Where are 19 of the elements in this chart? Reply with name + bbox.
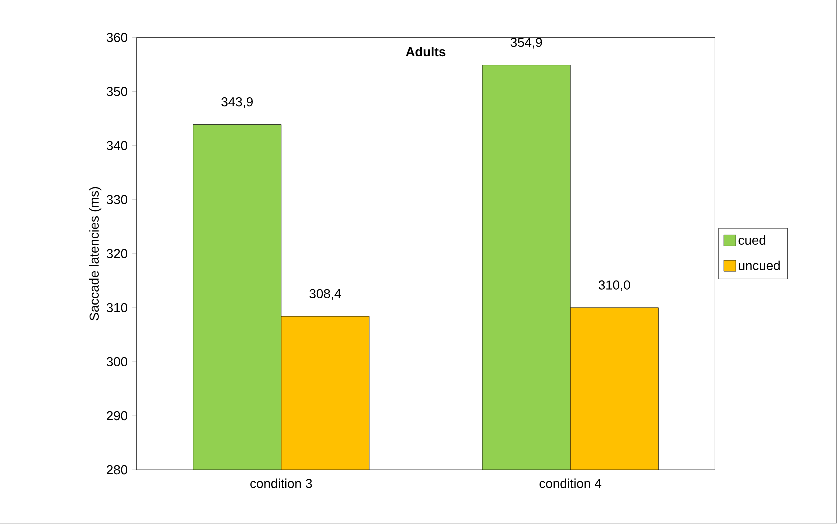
x-tick-label: condition 4 [540,478,602,488]
y-tick-label: 350 [106,87,128,96]
y-tick-label: 320 [106,249,128,259]
y-tick-label: 280 [107,466,128,475]
x-tick-label: condition 3 [250,478,312,488]
legend-label: cued [738,236,766,246]
data-label: 308,4 [310,289,342,300]
data-label: 310,0 [598,280,630,292]
y-tick-label: 300 [106,357,128,367]
text: Adults [406,47,446,57]
y-tick-label: 310 [106,303,128,313]
y-tick-label: 360 [106,33,128,42]
y-axis-title: Saccade latencies (ms) [89,187,102,321]
data-label: 343,9 [222,98,253,108]
legend-label: uncued [739,260,780,270]
y-tick-label: 340 [106,141,128,150]
y-tick-label: 330 [106,195,128,205]
y-tick-label: 290 [107,412,128,421]
data-label: 354,9 [510,38,542,49]
